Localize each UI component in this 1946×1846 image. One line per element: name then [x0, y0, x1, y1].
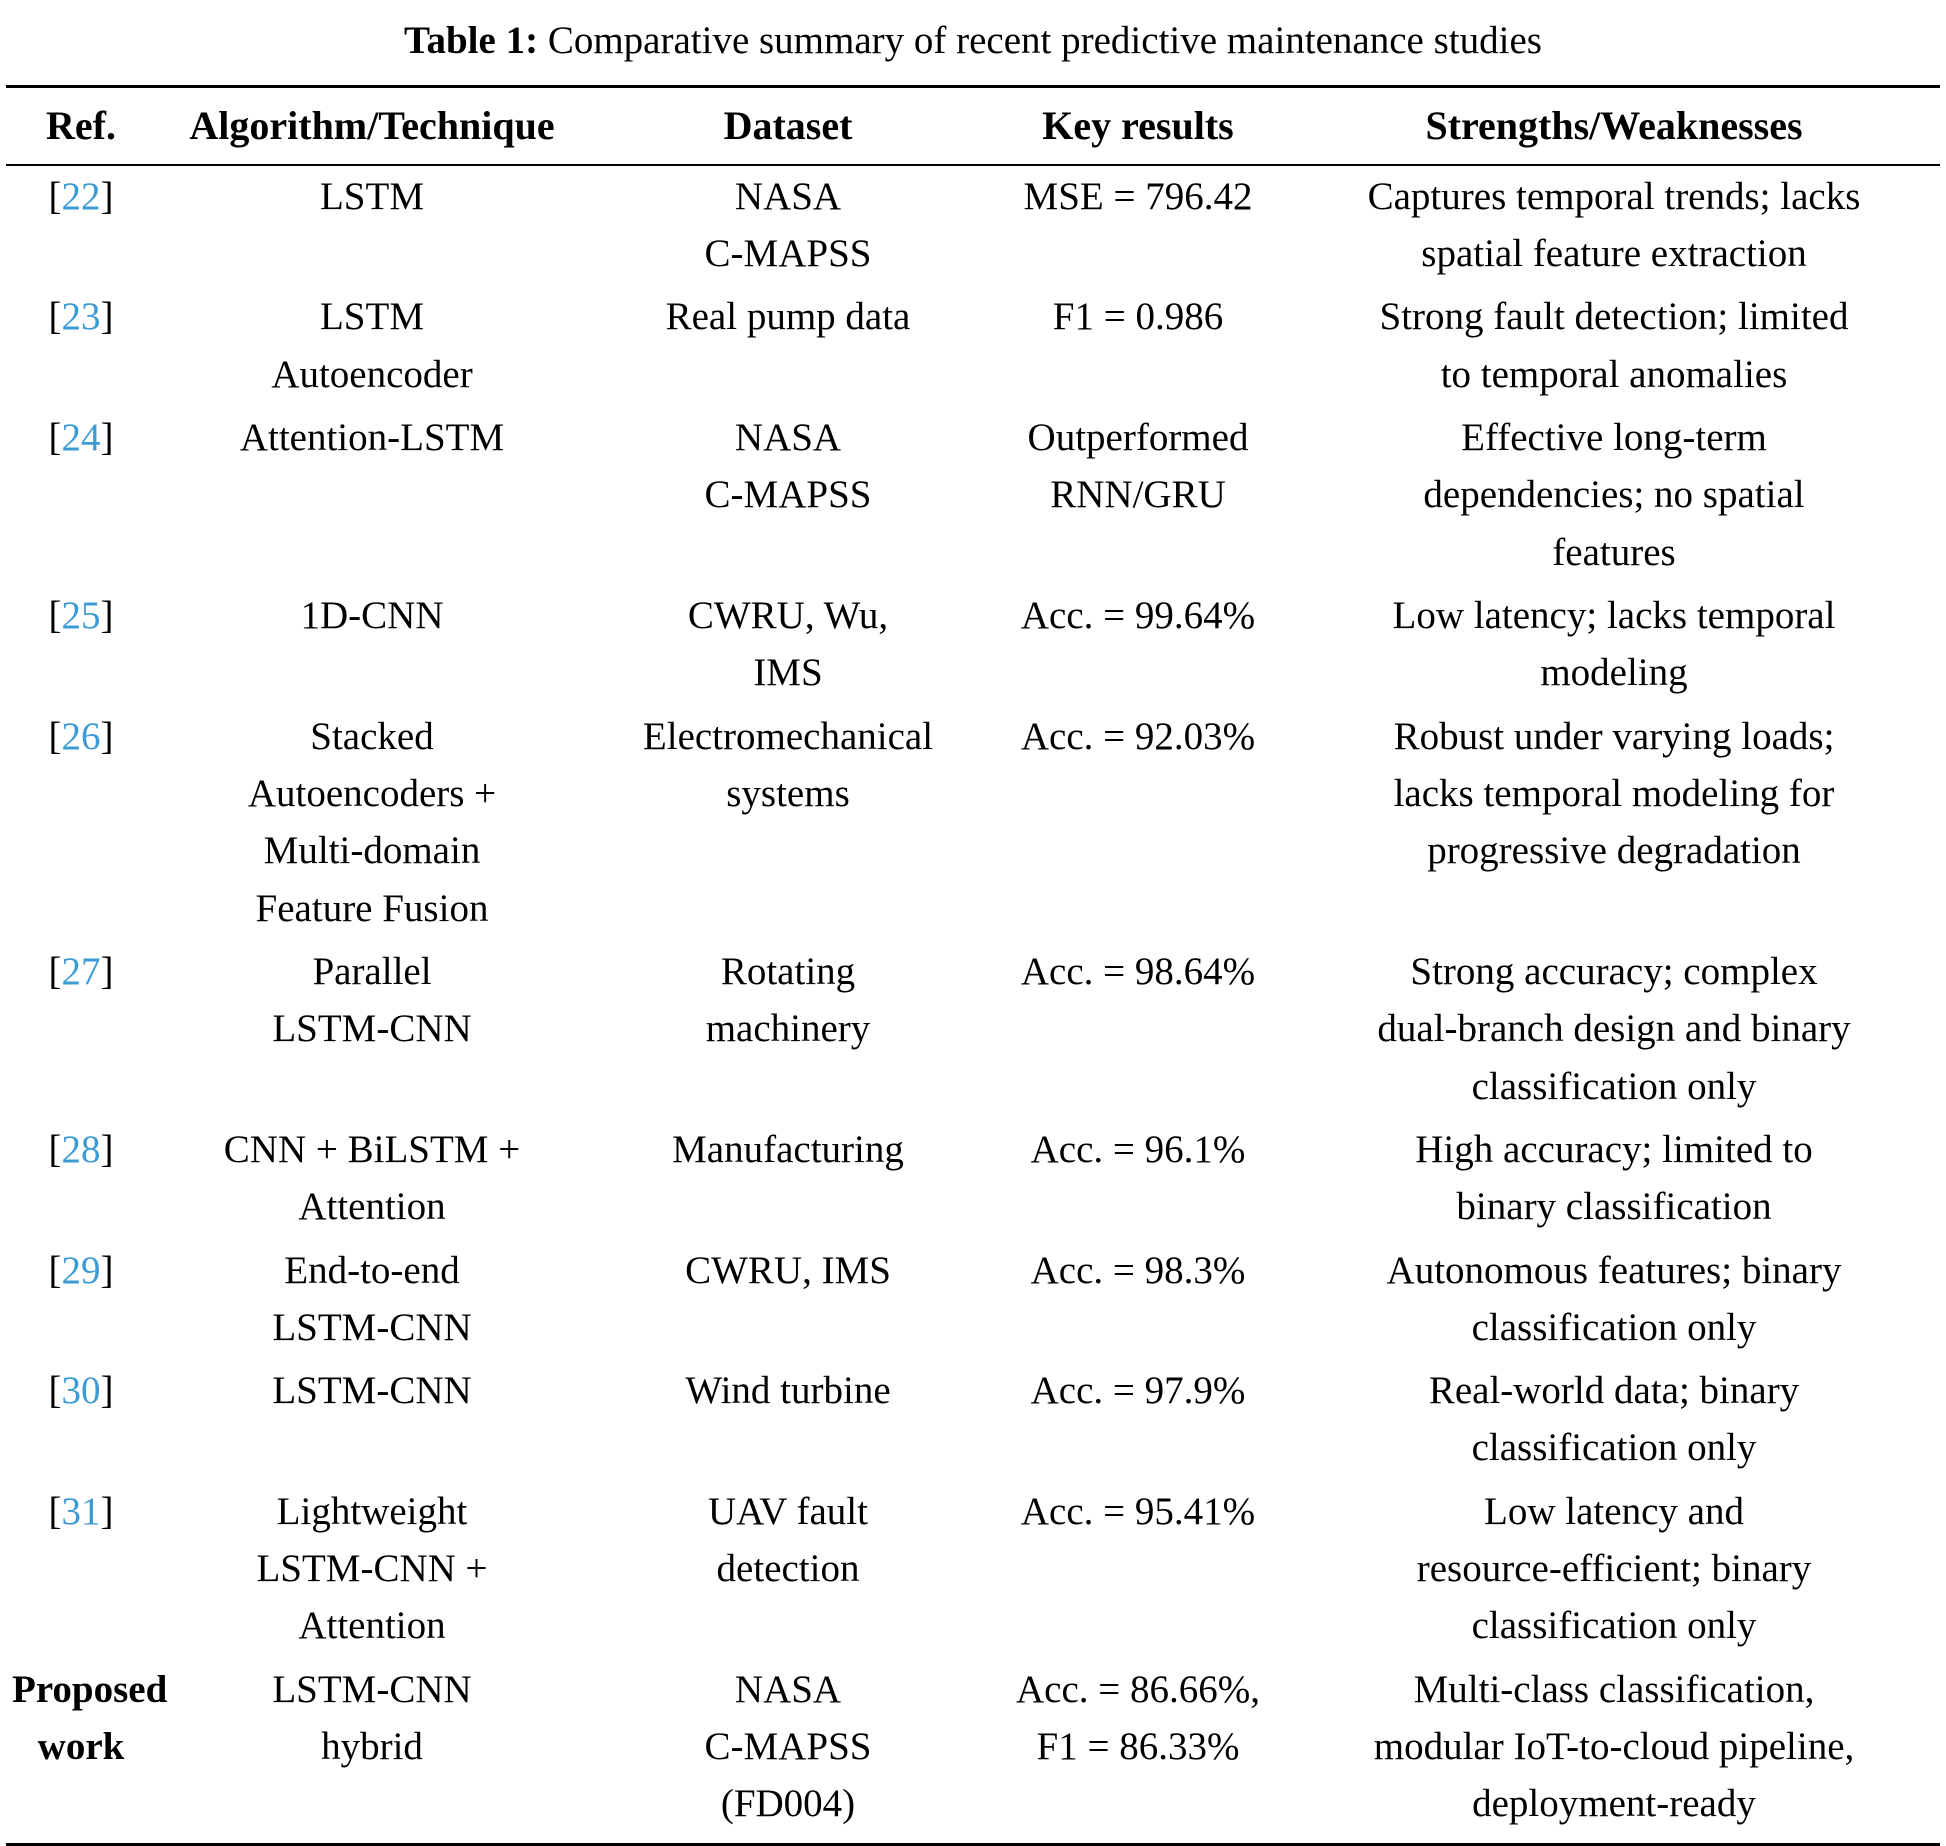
citation-link[interactable]: 29 [61, 1248, 101, 1292]
ref-cell: [26] [48, 714, 114, 758]
dataset-cell: CWRU, IMS [685, 1248, 891, 1292]
strengths-weaknesses-cell: Captures temporal trends; lacks spatial … [1367, 174, 1861, 275]
algorithm-cell: Attention-LSTM [239, 415, 505, 459]
algorithm-cell: LSTM-CNN hybrid [156, 1658, 588, 1846]
key-results-cell: Acc. = 86.66%, F1 = 86.33% [988, 1658, 1288, 1846]
key-results-cell: Acc. = 95.41% [1020, 1489, 1256, 1533]
key-results-cell: Outperformed RNN/GRU [1027, 415, 1249, 517]
citation-link[interactable]: 24 [61, 415, 101, 459]
dataset-cell: NASA C-MAPSS [704, 415, 872, 517]
header-algorithm: Algorithm/Technique [156, 84, 588, 166]
key-results-cell: F1 = 0.986 [1052, 295, 1224, 339]
table-row: [22] LSTM NASA C-MAPSS MSE = 796.42 Captures… [6, 165, 1940, 287]
strengths-weaknesses-cell: Multi-class classification, modular IoT-… [1288, 1658, 1940, 1846]
strengths-weaknesses-cell: Robust under varying loads; lacks tempor… [1393, 714, 1835, 873]
strengths-weaknesses-cell: Effective long-term dependencies; no spa… [1423, 415, 1805, 574]
algorithm-cell: LSTM [319, 174, 424, 218]
key-results-cell: Acc. = 97.9% [1030, 1369, 1246, 1413]
dataset-cell: Wind turbine [685, 1369, 891, 1413]
citation-link[interactable]: 28 [61, 1127, 101, 1171]
citation-link[interactable]: 30 [61, 1369, 101, 1413]
algorithm-cell: LSTM-CNN [272, 1369, 472, 1413]
ref-cell: [29] [48, 1248, 114, 1292]
comparison-table: Ref. Algorithm/Technique Dataset Key res… [6, 84, 1940, 1846]
strengths-weaknesses-cell: Strong fault detection; limited to tempo… [1379, 295, 1849, 396]
citation-link[interactable]: 31 [61, 1489, 101, 1533]
ref-cell: [25] [48, 593, 114, 637]
key-results-cell: Acc. = 92.03% [1020, 714, 1256, 758]
ref-cell: [24] [48, 415, 114, 459]
dataset-cell: NASA C-MAPSS (FD004) [588, 1658, 988, 1846]
table-row: [31] Lightweight LSTM-CNN + Attention UAV … [6, 1481, 1940, 1659]
table-caption-text: Comparative summary of recent predictive… [547, 19, 1542, 62]
key-results-cell: Acc. = 96.1% [1030, 1127, 1246, 1171]
algorithm-cell: LSTM Autoencoder [271, 295, 473, 396]
citation-link[interactable]: 27 [61, 949, 101, 993]
dataset-cell: CWRU, Wu, IMS [687, 593, 889, 695]
algorithm-cell: Stacked Autoencoders + Multi-domain Feat… [247, 714, 497, 930]
dataset-cell: UAV fault detection [708, 1489, 868, 1591]
citation-link[interactable]: 23 [61, 295, 101, 339]
table-header: Ref. Algorithm/Technique Dataset Key res… [6, 84, 1940, 166]
algorithm-cell: Lightweight LSTM-CNN + Attention [256, 1489, 488, 1648]
strengths-weaknesses-cell: Strong accuracy; complex dual-branch des… [1377, 949, 1851, 1108]
dataset-cell: NASA C-MAPSS [704, 174, 872, 275]
table-row: [26] Stacked Autoencoders + Multi-domain … [6, 706, 1940, 941]
ref-cell: [23] [48, 295, 114, 339]
dataset-cell: Rotating machinery [705, 949, 871, 1051]
dataset-cell: Electromechanical systems [642, 714, 934, 815]
key-results-cell: Acc. = 99.64% [1020, 593, 1256, 637]
table-row: [28] CNN + BiLSTM + Attention Manufacturin… [6, 1119, 1940, 1240]
table-caption: Table 1: Comparative summary of recent p… [6, 14, 1940, 69]
table-caption-label: Table 1: [404, 19, 539, 62]
strengths-weaknesses-cell: Low latency and resource-efficient; bina… [1416, 1489, 1812, 1648]
ref-cell: Proposed work [6, 1658, 167, 1846]
dataset-cell: Manufacturing [672, 1127, 904, 1171]
table-body: [22] LSTM NASA C-MAPSS MSE = 796.42 Captures… [6, 165, 1940, 1846]
ref-cell: [31] [48, 1489, 114, 1533]
header-row: Ref. Algorithm/Technique Dataset Key res… [6, 84, 1940, 166]
table-row: [27] Parallel LSTM-CNN Rotating machinery A… [6, 941, 1940, 1119]
table-row: [23] LSTM Autoencoder Real pump data F1 = 0… [6, 286, 1940, 407]
algorithm-cell: End-to-end LSTM-CNN [272, 1248, 472, 1349]
algorithm-cell: Parallel LSTM-CNN [272, 949, 472, 1051]
algorithm-cell: CNN + BiLSTM + Attention [223, 1127, 521, 1229]
strengths-weaknesses-cell: Low latency; lacks temporal modeling [1392, 593, 1836, 695]
strengths-weaknesses-cell: Autonomous features; binary classificati… [1386, 1248, 1842, 1349]
citation-link[interactable]: 22 [61, 174, 101, 218]
ref-cell: [22] [48, 174, 114, 218]
key-results-cell: Acc. = 98.3% [1030, 1248, 1246, 1292]
strengths-weaknesses-cell: High accuracy; limited to binary classif… [1415, 1127, 1813, 1229]
table-row: Proposed work LSTM-CNN hybrid NASA C-MAPSS… [6, 1658, 1940, 1846]
dataset-cell: Real pump data [665, 295, 911, 339]
table-row: [29] End-to-end LSTM-CNN CWRU, IMS Acc. = 9… [6, 1240, 1940, 1361]
header-ref: Ref. [6, 84, 156, 166]
ref-cell: [28] [48, 1127, 114, 1171]
table-row: [30] LSTM-CNN Wind turbine Acc. = 97.9% Real… [6, 1360, 1940, 1481]
ref-cell: [30] [48, 1369, 114, 1413]
table-row: [25] 1D-CNN CWRU, Wu, IMS Acc. = 99.64% Low … [6, 585, 1940, 706]
citation-link[interactable]: 25 [61, 593, 101, 637]
key-results-cell: MSE = 796.42 [1023, 174, 1253, 218]
header-key-results: Key results [988, 84, 1288, 166]
citation-link[interactable]: 26 [61, 714, 101, 758]
table-row: [24] Attention-LSTM NASA C-MAPSS Outperform… [6, 407, 1940, 585]
key-results-cell: Acc. = 98.64% [1020, 949, 1256, 993]
algorithm-cell: 1D-CNN [300, 593, 444, 637]
header-dataset: Dataset [588, 84, 988, 166]
paper-page: Table 1: Comparative summary of recent p… [6, 0, 1940, 1846]
strengths-weaknesses-cell: Real-world data; binary classification o… [1428, 1369, 1800, 1470]
header-strengths-weaknesses: Strengths/Weaknesses [1288, 84, 1940, 166]
ref-cell: [27] [48, 949, 114, 993]
